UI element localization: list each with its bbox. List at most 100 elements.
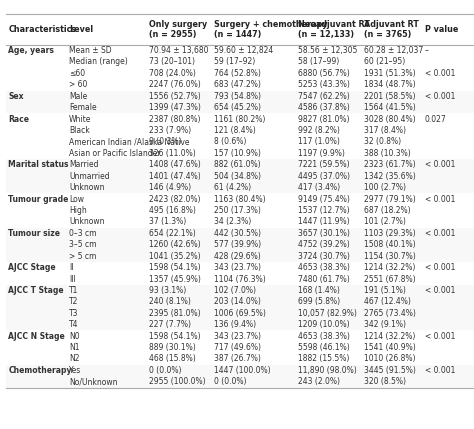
Text: 504 (34.8%): 504 (34.8%): [214, 172, 261, 181]
Text: 1408 (47.6%): 1408 (47.6%): [149, 160, 201, 169]
Text: 683 (47.2%): 683 (47.2%): [214, 80, 261, 89]
Text: 0 (0.0%): 0 (0.0%): [149, 366, 181, 375]
Bar: [6, 205, 474, 216]
Text: Age, years: Age, years: [9, 46, 55, 55]
Text: 1556 (52.7%): 1556 (52.7%): [149, 92, 201, 101]
Text: 317 (8.4%): 317 (8.4%): [364, 126, 406, 135]
Text: T1: T1: [69, 286, 79, 295]
Text: 1537 (12.7%): 1537 (12.7%): [298, 206, 350, 215]
Text: 1197 (9.9%): 1197 (9.9%): [298, 149, 345, 158]
Bar: [6, 79, 474, 91]
Text: 6880 (56.7%): 6880 (56.7%): [298, 69, 350, 78]
Text: Neoadjuvant RT
(n = 12,133): Neoadjuvant RT (n = 12,133): [298, 20, 370, 39]
Text: 1209 (10.0%): 1209 (10.0%): [298, 320, 350, 329]
Text: American Indian /Alaska Native: American Indian /Alaska Native: [69, 137, 190, 146]
Text: 1598 (54.1%): 1598 (54.1%): [149, 332, 201, 341]
Text: 2395 (81.0%): 2395 (81.0%): [149, 309, 201, 318]
Text: Chemotherapy: Chemotherapy: [9, 366, 72, 375]
Text: 992 (8.2%): 992 (8.2%): [298, 126, 340, 135]
Text: 654 (22.1%): 654 (22.1%): [149, 229, 195, 238]
Text: Asian or Pacific Islander: Asian or Pacific Islander: [69, 149, 161, 158]
Text: Adjuvant RT
(n = 3765): Adjuvant RT (n = 3765): [364, 20, 419, 39]
Text: 240 (8.1%): 240 (8.1%): [149, 297, 191, 306]
Text: Female: Female: [69, 103, 97, 112]
Text: AJCC Stage: AJCC Stage: [9, 263, 56, 272]
Text: < 0.001: < 0.001: [425, 160, 455, 169]
Text: 2765 (73.4%): 2765 (73.4%): [364, 309, 416, 318]
Text: 0–3 cm: 0–3 cm: [69, 229, 97, 238]
Bar: [6, 113, 474, 125]
Text: 326 (11.0%): 326 (11.0%): [149, 149, 195, 158]
Text: 654 (45.2%): 654 (45.2%): [214, 103, 261, 112]
Text: 243 (2.0%): 243 (2.0%): [298, 378, 340, 387]
Text: 495 (16.8%): 495 (16.8%): [149, 206, 196, 215]
Text: 5253 (43.3%): 5253 (43.3%): [298, 80, 350, 89]
Text: AJCC N Stage: AJCC N Stage: [9, 332, 65, 341]
Text: 1598 (54.1%): 1598 (54.1%): [149, 263, 201, 272]
Text: 8 (0.6%): 8 (0.6%): [214, 137, 246, 146]
Text: 1564 (41.5%): 1564 (41.5%): [364, 103, 416, 112]
Text: Tumour grade: Tumour grade: [9, 195, 69, 204]
Text: 793 (54.8%): 793 (54.8%): [214, 92, 261, 101]
Text: High: High: [69, 206, 87, 215]
Text: 117 (1.0%): 117 (1.0%): [298, 137, 340, 146]
Text: < 0.001: < 0.001: [425, 286, 455, 295]
Text: 9 (0.3%): 9 (0.3%): [149, 137, 181, 146]
Text: 4752 (39.2%): 4752 (39.2%): [298, 240, 350, 249]
Text: 3445 (91.5%): 3445 (91.5%): [364, 366, 416, 375]
Text: 7221 (59.5%): 7221 (59.5%): [298, 160, 350, 169]
Text: 4653 (38.3%): 4653 (38.3%): [298, 263, 350, 272]
Text: 1104 (76.3%): 1104 (76.3%): [214, 275, 266, 284]
Text: 233 (7.9%): 233 (7.9%): [149, 126, 191, 135]
Text: Median (range): Median (range): [69, 57, 128, 66]
Text: T2: T2: [69, 297, 79, 306]
Text: 34 (2.3%): 34 (2.3%): [214, 218, 251, 227]
Text: 687 (18.2%): 687 (18.2%): [364, 206, 410, 215]
Text: 1163 (80.4%): 1163 (80.4%): [214, 195, 266, 204]
Text: 388 (10.3%): 388 (10.3%): [364, 149, 410, 158]
Text: Surgery + chemotherapy
(n = 1447): Surgery + chemotherapy (n = 1447): [214, 20, 328, 39]
Bar: [6, 14, 474, 45]
Text: 101 (2.7%): 101 (2.7%): [364, 218, 406, 227]
Text: 0.027: 0.027: [425, 115, 446, 124]
Text: 2423 (82.0%): 2423 (82.0%): [149, 195, 200, 204]
Text: 136 (9.4%): 136 (9.4%): [214, 320, 256, 329]
Text: 342 (9.1%): 342 (9.1%): [364, 320, 406, 329]
Text: 1010 (26.8%): 1010 (26.8%): [364, 354, 415, 363]
Text: 250 (17.3%): 250 (17.3%): [214, 206, 261, 215]
Text: Mean ± SD: Mean ± SD: [69, 46, 112, 55]
Text: < 0.001: < 0.001: [425, 366, 455, 375]
Text: –: –: [425, 46, 428, 55]
Bar: [6, 102, 474, 113]
Text: 1214 (32.2%): 1214 (32.2%): [364, 332, 415, 341]
Text: ≤60: ≤60: [69, 69, 85, 78]
Text: 882 (61.0%): 882 (61.0%): [214, 160, 261, 169]
Text: 191 (5.1%): 191 (5.1%): [364, 286, 406, 295]
Text: Male: Male: [69, 92, 87, 101]
Text: 7480 (61.7%): 7480 (61.7%): [298, 275, 350, 284]
Text: 9827 (81.0%): 9827 (81.0%): [298, 115, 350, 124]
Text: T3: T3: [69, 309, 79, 318]
Text: 1214 (32.2%): 1214 (32.2%): [364, 263, 415, 272]
Text: 764 (52.8%): 764 (52.8%): [214, 69, 261, 78]
Bar: [6, 342, 474, 353]
Text: Unknown: Unknown: [69, 183, 105, 192]
Text: Only surgery
(n = 2955): Only surgery (n = 2955): [149, 20, 207, 39]
Text: < 0.001: < 0.001: [425, 92, 455, 101]
Text: 1882 (15.5%): 1882 (15.5%): [298, 354, 350, 363]
Text: 121 (8.4%): 121 (8.4%): [214, 126, 256, 135]
Bar: [6, 45, 474, 56]
Text: II: II: [69, 263, 73, 272]
Bar: [6, 376, 474, 387]
Text: 37 (1.3%): 37 (1.3%): [149, 218, 186, 227]
Text: N2: N2: [69, 354, 80, 363]
Text: 1541 (40.9%): 1541 (40.9%): [364, 343, 416, 352]
Text: 387 (26.7%): 387 (26.7%): [214, 354, 261, 363]
Text: 58.56 ± 12,305: 58.56 ± 12,305: [298, 46, 358, 55]
Text: 1447 (11.9%): 1447 (11.9%): [298, 218, 350, 227]
Text: 4653 (38.3%): 4653 (38.3%): [298, 332, 350, 341]
Text: 5598 (46.1%): 5598 (46.1%): [298, 343, 350, 352]
Text: 61 (4.2%): 61 (4.2%): [214, 183, 251, 192]
Text: Unknown: Unknown: [69, 218, 105, 227]
Bar: [6, 125, 474, 136]
